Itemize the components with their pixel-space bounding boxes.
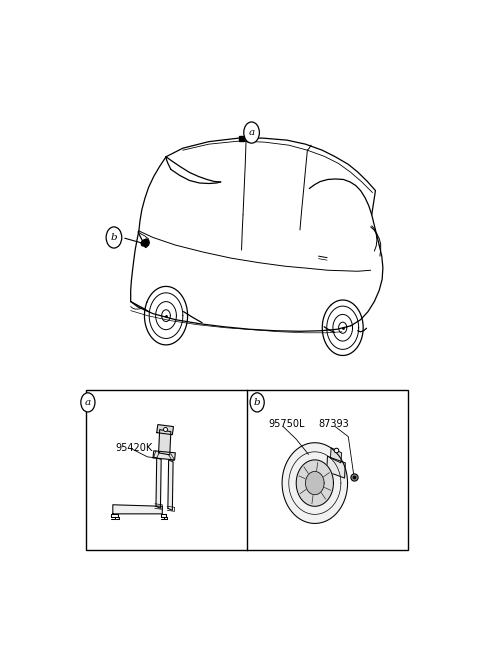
Bar: [86, 390, 408, 550]
Circle shape: [250, 393, 264, 412]
Text: a: a: [85, 398, 91, 407]
Polygon shape: [330, 448, 342, 463]
Text: b: b: [254, 398, 261, 407]
Text: 95420K: 95420K: [115, 443, 152, 453]
Text: b: b: [110, 233, 117, 242]
Polygon shape: [282, 443, 348, 523]
Polygon shape: [156, 424, 173, 435]
Polygon shape: [296, 460, 334, 506]
Polygon shape: [168, 460, 173, 510]
Polygon shape: [327, 457, 345, 478]
Text: 95750L: 95750L: [268, 419, 305, 428]
Text: a: a: [249, 128, 255, 137]
Circle shape: [106, 227, 122, 248]
Polygon shape: [156, 458, 161, 508]
Polygon shape: [113, 505, 162, 514]
Text: 87393: 87393: [319, 419, 349, 428]
Polygon shape: [153, 451, 175, 460]
Polygon shape: [141, 239, 149, 247]
Circle shape: [244, 122, 259, 143]
Polygon shape: [306, 472, 324, 495]
Circle shape: [81, 393, 95, 412]
Polygon shape: [158, 430, 171, 455]
Polygon shape: [240, 136, 244, 141]
